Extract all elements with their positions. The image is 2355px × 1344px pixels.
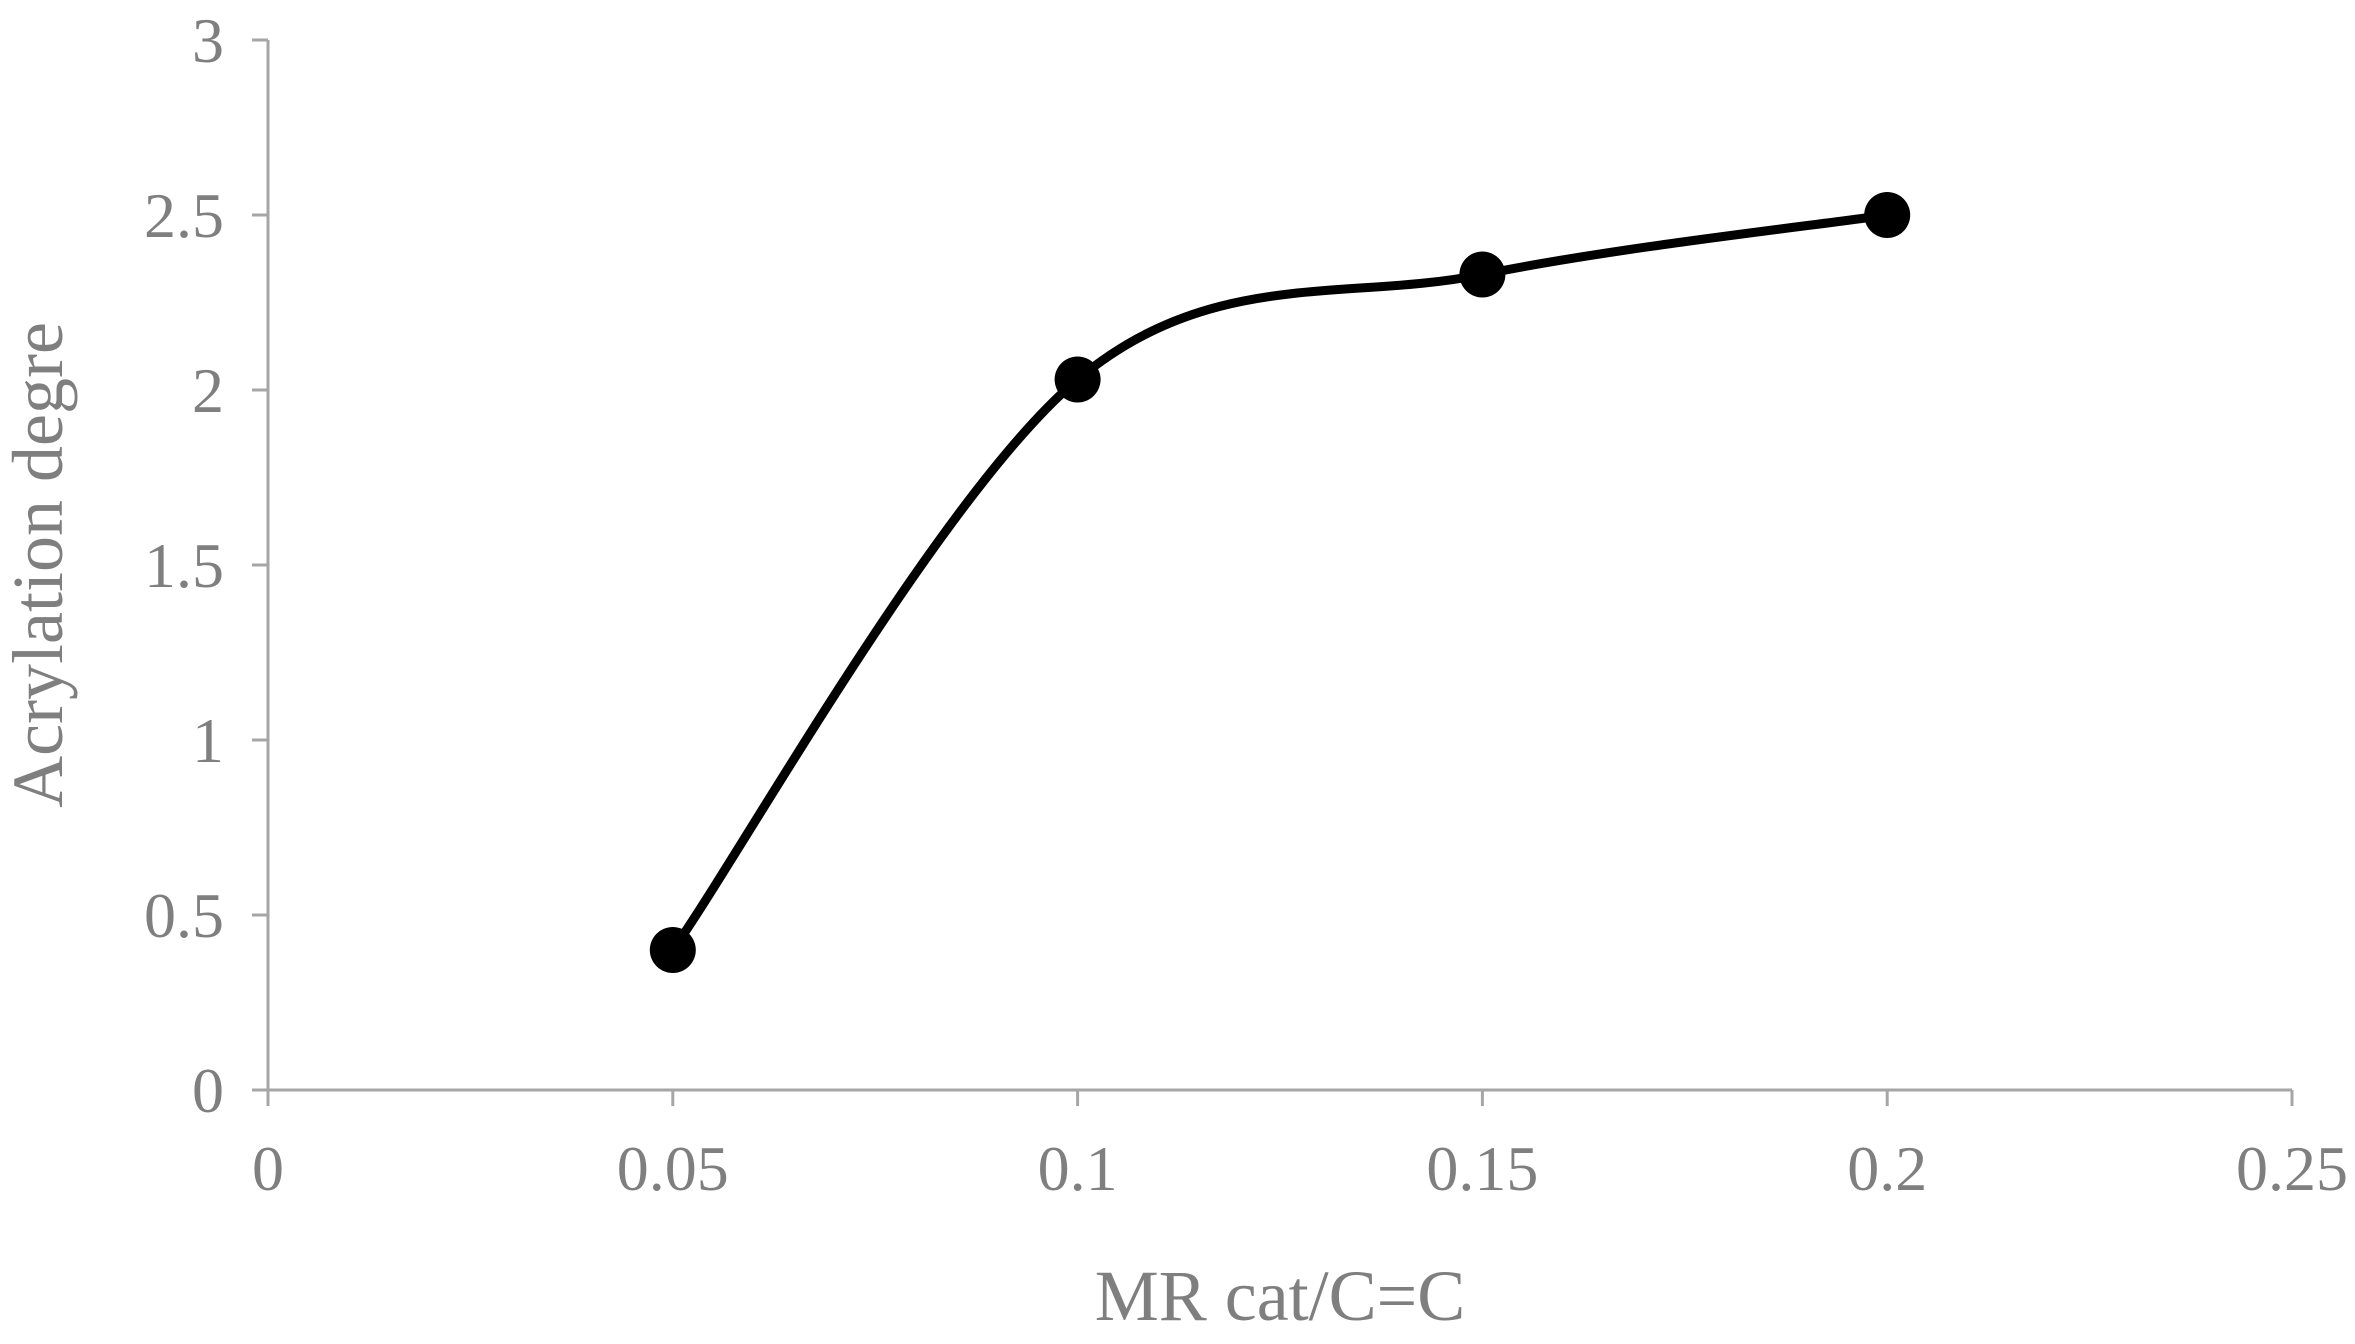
x-tick-label: 0.2 xyxy=(1847,1133,1927,1204)
data-point xyxy=(1864,192,1911,238)
x-tick-label: 0.25 xyxy=(2236,1133,2348,1204)
data-point xyxy=(1459,251,1506,298)
y-tick-label: 2.5 xyxy=(144,180,224,251)
x-tick-label: 0.05 xyxy=(617,1133,729,1204)
y-tick-label: 2 xyxy=(192,355,224,426)
x-ticks: 0 0.05 0.1 0.15 0.2 0.25 xyxy=(252,1090,2348,1204)
x-tick-label: 0.1 xyxy=(1038,1133,1118,1204)
x-tick-label: 0.15 xyxy=(1426,1133,1538,1204)
y-tick-label: 1 xyxy=(192,705,224,776)
series-line xyxy=(668,210,1892,955)
data-point xyxy=(649,927,696,973)
y-ticks: 0 0.5 1 1.5 2 2.5 3 xyxy=(144,5,268,1126)
y-tick-label: 0 xyxy=(192,1055,224,1126)
data-point xyxy=(1054,356,1101,403)
x-tick-label: 0 xyxy=(252,1133,284,1204)
y-tick-label: 3 xyxy=(192,5,224,76)
x-axis-title: MR cat/C=C xyxy=(1095,1256,1466,1336)
y-tick-label: 1.5 xyxy=(144,530,224,601)
axes xyxy=(266,40,2292,1092)
series-group xyxy=(649,192,1911,973)
y-axis-title: Acrylation degre xyxy=(0,322,78,808)
y-tick-label: 0.5 xyxy=(144,880,224,951)
